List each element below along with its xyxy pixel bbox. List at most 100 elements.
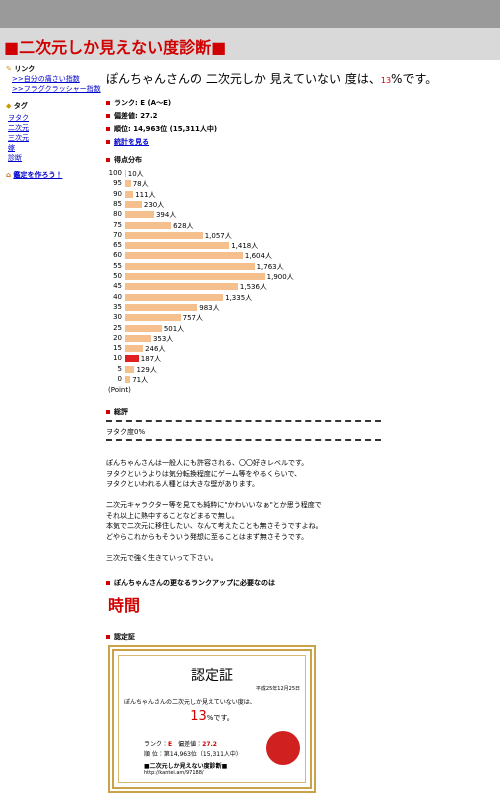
bar <box>125 273 265 280</box>
value-label: 71人 <box>132 376 149 384</box>
value-label: 501人 <box>163 324 185 333</box>
category-label: 15 <box>113 344 122 353</box>
value-label: 1,057人 <box>204 231 232 240</box>
tags-heading-text: タグ <box>13 102 28 110</box>
review-line: どやらこれからもそういう発想に至ることはまず無さそうです。 <box>106 532 309 541</box>
review-line: ぽんちゃんさんは一般人にも許容される、〇〇好きレベルです。 <box>106 459 309 467</box>
otaku-level: ヲタク度0% <box>106 428 146 436</box>
certificate-inner-border <box>118 655 306 783</box>
value-label: 1,335人 <box>225 293 253 302</box>
link[interactable]: >>自分の痛さい指数 <box>12 75 80 83</box>
cert-rank: E <box>168 741 173 748</box>
rankup-answer: 時間 <box>108 596 141 615</box>
rank: ランク: E (A～E) <box>106 98 171 108</box>
tags-heading: ◆ タグ <box>6 102 28 110</box>
bar <box>125 252 243 260</box>
value-label: 187人 <box>140 355 162 364</box>
links-heading-text: リンク <box>14 65 36 73</box>
bar <box>125 221 172 229</box>
rankup-heading: ぽんちゃんさんの更なるランクアップに必要なのは <box>106 578 275 588</box>
rankup-text: ぽんちゃんさんの更なるランクアップに必要なのは <box>114 579 275 587</box>
divider <box>106 439 381 441</box>
value-label: 78人 <box>132 180 149 189</box>
category-label: 5 <box>117 364 122 373</box>
cert-rank-label: ランク： <box>144 741 169 748</box>
certificate-score: 13%です。 <box>114 709 310 724</box>
bar <box>125 180 131 188</box>
tag[interactable]: 診断 <box>8 154 22 162</box>
chart-title-text: 得点分布 <box>114 156 142 164</box>
certificate-text: ぽんちゃんさんの二次元しか見えていない度は、 <box>124 699 256 706</box>
bar <box>125 200 142 208</box>
value-label: 983人 <box>199 303 220 312</box>
distribution-chart: 100 10人 95 78人 90 111人 85 230人 80 394人 75 628人 70 1,0… <box>109 169 294 384</box>
category-label: 60 <box>113 251 122 260</box>
rank-text: ランク: E (A～E) <box>114 99 172 107</box>
certificate-suffix: %です。 <box>206 714 234 722</box>
top-bar <box>0 0 500 28</box>
review-heading-text: 総評 <box>114 408 128 416</box>
blank-line <box>106 490 323 501</box>
stats-link[interactable]: 統計を見る <box>114 138 149 146</box>
bar <box>125 324 162 332</box>
category-label: 90 <box>113 189 122 198</box>
links-heading: ✎ リンク <box>6 65 36 73</box>
value-label: 1,604人 <box>244 252 272 261</box>
bar <box>125 262 255 270</box>
value-label: 353人 <box>152 334 174 343</box>
certificate-heading: 認定証 <box>106 632 135 642</box>
bar <box>125 190 134 198</box>
review-line: それ以上に熱中することなどまるで無し。 <box>106 511 239 520</box>
deviation: 偏差値: 27.2 <box>106 111 158 121</box>
certificate-position: 順 位：第14,963位（15,311人中） <box>144 751 242 758</box>
position: 順位: 14,963位 (15,311人中) <box>106 124 217 134</box>
value-label: 230人 <box>143 200 165 209</box>
bar <box>125 242 230 250</box>
certificate-stamp <box>266 731 300 765</box>
tag[interactable]: ヲタク <box>8 114 29 122</box>
category-label: 85 <box>113 199 122 208</box>
review-line: 三次元で強く生きていって下さい。 <box>106 553 218 562</box>
tag[interactable]: 三次元 <box>8 134 29 142</box>
create-link[interactable]: ⌂ 鑑定を作ろう！ <box>6 171 63 179</box>
category-label: 50 <box>113 272 122 280</box>
category-label: 40 <box>113 292 122 301</box>
value-label: 757人 <box>182 314 203 323</box>
bar <box>125 211 154 219</box>
value-label: 246人 <box>145 345 166 354</box>
axis-label: (Point) <box>108 386 131 394</box>
value-label: 1,900人 <box>266 273 294 281</box>
position-text: 順位: 14,963位 (15,311人中) <box>114 125 218 133</box>
category-label: 0 <box>117 375 122 383</box>
certificate-url: http://kantei.am/97188/ <box>144 770 204 776</box>
header-band <box>0 28 500 60</box>
category-label: 45 <box>113 282 122 291</box>
review-heading: 総評 <box>106 407 128 417</box>
certificate-title: 認定証 <box>191 668 233 684</box>
cert-dev-label: 偏差値： <box>178 741 203 748</box>
value-label: 129人 <box>136 365 157 374</box>
stats[interactable]: 統計を見る <box>106 137 149 147</box>
category-label: 75 <box>113 220 122 229</box>
certificate-percent: 13 <box>190 709 207 724</box>
deviation-text: 偏差値: 27.2 <box>114 112 158 120</box>
value-label: 1,418人 <box>231 242 259 251</box>
certificate-rank: ランク：E 偏差値：27.2 <box>144 739 217 748</box>
bar <box>125 314 181 322</box>
review-line: ヲタクといわれる人種とは大きな壁があります。 <box>106 480 259 488</box>
bar <box>125 365 135 373</box>
category-label: 95 <box>113 179 122 188</box>
create-text[interactable]: 鑑定を作ろう！ <box>13 171 63 179</box>
tag[interactable]: 嫁 <box>8 144 15 152</box>
certificate-site: ■二次元しか見えない度診断■ <box>144 763 228 770</box>
bar <box>125 355 139 363</box>
review-line: ヲタクというよりは気分転換程度にゲーム等をやるくらいで、 <box>106 469 302 478</box>
value-label: 111人 <box>135 190 156 199</box>
category-label: 10 <box>113 354 122 363</box>
category-label: 80 <box>113 210 122 219</box>
bar <box>125 283 238 291</box>
category-label: 65 <box>113 241 122 250</box>
tag[interactable]: 二次元 <box>8 124 29 132</box>
link[interactable]: >>フラグクラッシャー指数 <box>12 85 101 93</box>
